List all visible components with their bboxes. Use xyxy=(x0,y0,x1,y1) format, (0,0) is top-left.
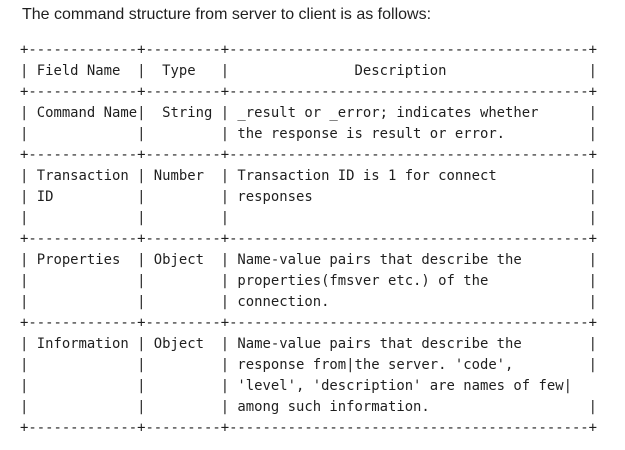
ascii-table: +-------------+---------+---------------… xyxy=(20,40,597,439)
table-border: +-------------+---------+---------------… xyxy=(20,315,598,331)
table-border: +-------------+---------+---------------… xyxy=(20,420,598,436)
table-border: +-------------+---------+---------------… xyxy=(20,231,598,247)
page-heading: The command structure from server to cli… xyxy=(22,6,432,23)
table-row-information: | | | response from|the server. 'code', … xyxy=(20,357,598,373)
table-border: +-------------+---------+---------------… xyxy=(20,147,598,163)
table-header-row: | Field Name | Type | Description | xyxy=(20,63,598,79)
table-row-properties: | Properties | Object | Name-value pairs… xyxy=(20,252,598,268)
table-row-command-name: | | | the response is result or error. | xyxy=(20,126,598,142)
table-row-information: | Information | Object | Name-value pair… xyxy=(20,336,598,352)
table-border: +-------------+---------+---------------… xyxy=(20,84,598,100)
table-row-information: | | | among such information. | xyxy=(20,399,598,415)
table-row-properties: | | | properties(fmsver etc.) of the | xyxy=(20,273,598,289)
table-row-transaction-id: | Transaction | Number | Transaction ID … xyxy=(20,168,598,184)
table-row-properties: | | | connection. | xyxy=(20,294,598,310)
table-row-information: | | | 'level', 'description' are names o… xyxy=(20,378,572,394)
table-border: +-------------+---------+---------------… xyxy=(20,42,598,58)
table-row-transaction-id: | | | | xyxy=(20,210,598,226)
table-row-command-name: | Command Name| String | _result or _err… xyxy=(20,105,598,121)
table-row-transaction-id: | ID | | responses | xyxy=(20,189,598,205)
